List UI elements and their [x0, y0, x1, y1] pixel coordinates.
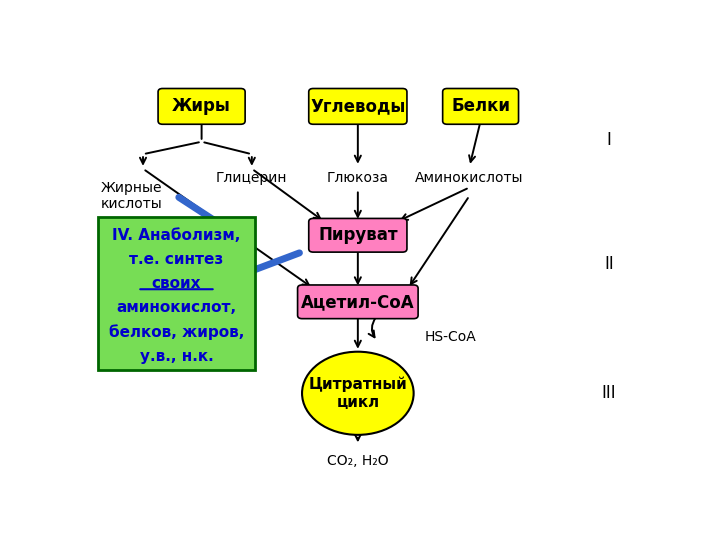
FancyBboxPatch shape — [309, 89, 407, 124]
Text: II: II — [604, 255, 614, 273]
Text: IV. Анаболизм,: IV. Анаболизм, — [112, 228, 240, 243]
Text: Глицерин: Глицерин — [216, 171, 287, 185]
Text: I: I — [606, 131, 611, 149]
Text: своих: своих — [152, 276, 202, 292]
Text: HS-CoA: HS-CoA — [425, 330, 477, 344]
FancyBboxPatch shape — [309, 219, 407, 252]
Ellipse shape — [302, 352, 413, 435]
Text: аминокислот,: аминокислот, — [117, 300, 237, 315]
Text: Жирные
кислоты: Жирные кислоты — [101, 181, 163, 212]
Text: Глюкоза: Глюкоза — [327, 171, 389, 185]
FancyBboxPatch shape — [443, 89, 518, 124]
Text: Углеводы: Углеводы — [310, 97, 405, 116]
FancyBboxPatch shape — [158, 89, 245, 124]
FancyBboxPatch shape — [99, 217, 255, 370]
Text: у.в., н.к.: у.в., н.к. — [140, 349, 213, 364]
Text: Аминокислоты: Аминокислоты — [415, 171, 523, 185]
Text: белков, жиров,: белков, жиров, — [109, 324, 244, 340]
FancyBboxPatch shape — [297, 285, 418, 319]
Text: III: III — [602, 384, 616, 402]
Text: Пируват: Пируват — [318, 226, 397, 244]
Text: Ацетил-СоА: Ацетил-СоА — [301, 293, 415, 311]
Text: Белки: Белки — [451, 97, 510, 116]
Text: CO₂, H₂O: CO₂, H₂O — [327, 454, 389, 468]
Text: Цитратный
цикл: Цитратный цикл — [308, 377, 408, 410]
Text: Жиры: Жиры — [172, 97, 231, 116]
Text: т.е. синтез: т.е. синтез — [130, 252, 224, 267]
